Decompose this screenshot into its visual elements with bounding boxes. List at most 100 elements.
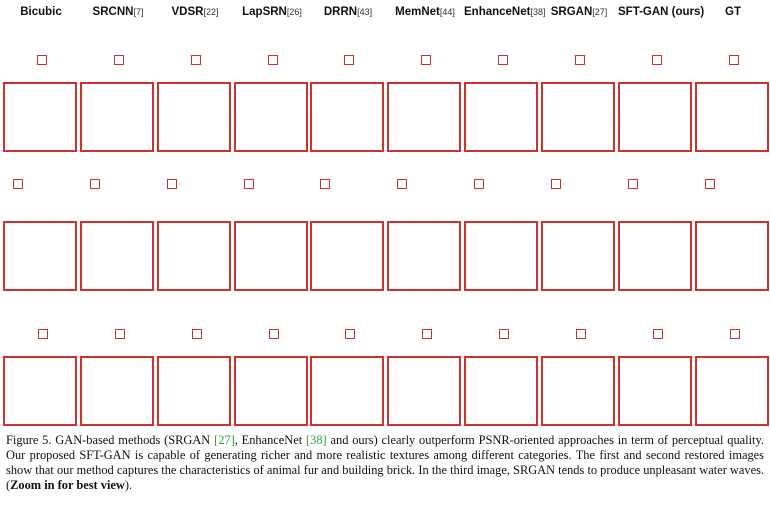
column-name: SFT-GAN (ours) xyxy=(618,6,705,18)
column-header: GT xyxy=(695,6,770,18)
zoomed-crop-lake-house xyxy=(695,356,769,426)
zoomed-crop-house xyxy=(387,221,461,291)
crop-region-marker xyxy=(114,55,124,65)
column-header: VDSR[22] xyxy=(157,6,233,18)
thumbnail-cheetah xyxy=(387,25,461,77)
column-header: MemNet[44] xyxy=(387,6,463,18)
thumbnail-house xyxy=(464,165,538,217)
zoomed-crop-house xyxy=(310,221,384,291)
zoomed-crop-house xyxy=(541,221,615,291)
column-headers: Bicubic SRCNN[7] VDSR[22] LapSRN[26] DRRN[43… xyxy=(0,6,770,24)
thumbnail-house xyxy=(157,165,231,217)
thumbnail-cheetah xyxy=(695,25,769,77)
crop-region-marker xyxy=(652,55,662,65)
crop-region-marker xyxy=(397,179,407,189)
column-name: LapSRN xyxy=(242,6,287,18)
thumbnail-cheetah xyxy=(618,25,692,77)
column-header: SFT-GAN (ours) xyxy=(618,6,704,18)
zoomed-crop-cheetah xyxy=(695,82,769,152)
figure-caption: Figure 5. GAN-based methods (SRGAN [27],… xyxy=(6,433,764,493)
thumbnail-lake-house xyxy=(310,299,384,351)
crop-region-marker xyxy=(474,179,484,189)
caption-text-4: ). xyxy=(124,478,133,492)
crop-region-marker xyxy=(575,55,585,65)
column-header: DRRN[43] xyxy=(310,6,386,18)
column-name: VDSR xyxy=(171,6,204,18)
caption-text-2: , EnhanceNet xyxy=(234,433,307,447)
column-citation: [43] xyxy=(357,7,373,17)
thumbnail-lake-house xyxy=(3,299,77,351)
crop-region-marker xyxy=(90,179,100,189)
thumbnail-cheetah xyxy=(310,25,384,77)
zoomed-crop-lake-house xyxy=(310,356,384,426)
caption-text-1: Figure 5. GAN-based methods (SRGAN xyxy=(6,433,215,447)
citation-link-38[interactable]: [38] xyxy=(306,433,327,447)
column-name: MemNet xyxy=(395,6,440,18)
zoomed-crop-lake-house xyxy=(3,356,77,426)
zoomed-crop-lake-house xyxy=(464,356,538,426)
crop-region-marker xyxy=(498,55,508,65)
column-name: SRCNN xyxy=(92,6,134,18)
column-header: SRCNN[7] xyxy=(80,6,156,18)
thumbnail-lake-house xyxy=(464,299,538,351)
column-header: LapSRN[26] xyxy=(234,6,310,18)
crop-region-marker xyxy=(167,179,177,189)
thumbnail-cheetah xyxy=(464,25,538,77)
zoomed-crop-cheetah xyxy=(464,82,538,152)
thumbnail-lake-house xyxy=(387,299,461,351)
crop-region-marker xyxy=(268,55,278,65)
column-citation: [22] xyxy=(203,7,219,17)
zoomed-crop-cheetah xyxy=(618,82,692,152)
crop-region-marker xyxy=(192,329,202,339)
thumbnail-cheetah xyxy=(80,25,154,77)
thumbnail-house xyxy=(80,165,154,217)
column-citation: [7] xyxy=(133,7,144,17)
zoomed-crop-house xyxy=(618,221,692,291)
thumbnail-lake-house xyxy=(234,299,308,351)
thumbnail-cheetah xyxy=(3,25,77,77)
zoomed-crop-house xyxy=(157,221,231,291)
thumbnail-house xyxy=(618,165,692,217)
crop-region-marker xyxy=(191,55,201,65)
thumbnail-house xyxy=(234,165,308,217)
crop-region-marker xyxy=(653,329,663,339)
thumbnail-lake-house xyxy=(80,299,154,351)
crop-region-marker xyxy=(345,329,355,339)
zoomed-crop-house xyxy=(80,221,154,291)
crop-region-marker xyxy=(705,179,715,189)
thumbnail-house xyxy=(695,165,769,217)
thumbnail-cheetah xyxy=(157,25,231,77)
column-name: Bicubic xyxy=(20,6,62,18)
column-name: GT xyxy=(725,6,741,18)
column-name: DRRN xyxy=(323,6,358,18)
thumbnail-house xyxy=(387,165,461,217)
crop-region-marker xyxy=(269,329,279,339)
crop-region-marker xyxy=(422,329,432,339)
zoomed-crop-cheetah xyxy=(234,82,308,152)
thumbnail-house xyxy=(3,165,77,217)
column-header: SRGAN[27] xyxy=(541,6,617,18)
column-citation: [26] xyxy=(286,7,302,17)
crop-region-marker xyxy=(499,329,509,339)
caption-emphasis: Zoom in for best view xyxy=(10,478,125,492)
zoomed-crop-cheetah xyxy=(157,82,231,152)
zoomed-crop-house xyxy=(464,221,538,291)
thumbnail-house xyxy=(541,165,615,217)
crop-region-marker xyxy=(729,55,739,65)
column-citation: [38] xyxy=(530,7,546,17)
thumbnail-cheetah xyxy=(234,25,308,77)
column-header: EnhanceNet[38] xyxy=(464,6,545,18)
zoomed-crop-lake-house xyxy=(618,356,692,426)
thumbnail-lake-house xyxy=(618,299,692,351)
thumbnail-house xyxy=(310,165,384,217)
column-name: SRGAN xyxy=(550,6,593,18)
crop-region-marker xyxy=(13,179,23,189)
zoomed-crop-cheetah xyxy=(541,82,615,152)
thumbnail-lake-house xyxy=(695,299,769,351)
thumbnail-lake-house xyxy=(541,299,615,351)
crop-region-marker xyxy=(628,179,638,189)
citation-link-27[interactable]: [27] xyxy=(214,433,235,447)
caption-text-3: and ours) clearly outperform PSNR-orient… xyxy=(6,433,764,492)
crop-region-marker xyxy=(38,329,48,339)
crop-region-marker xyxy=(730,329,740,339)
